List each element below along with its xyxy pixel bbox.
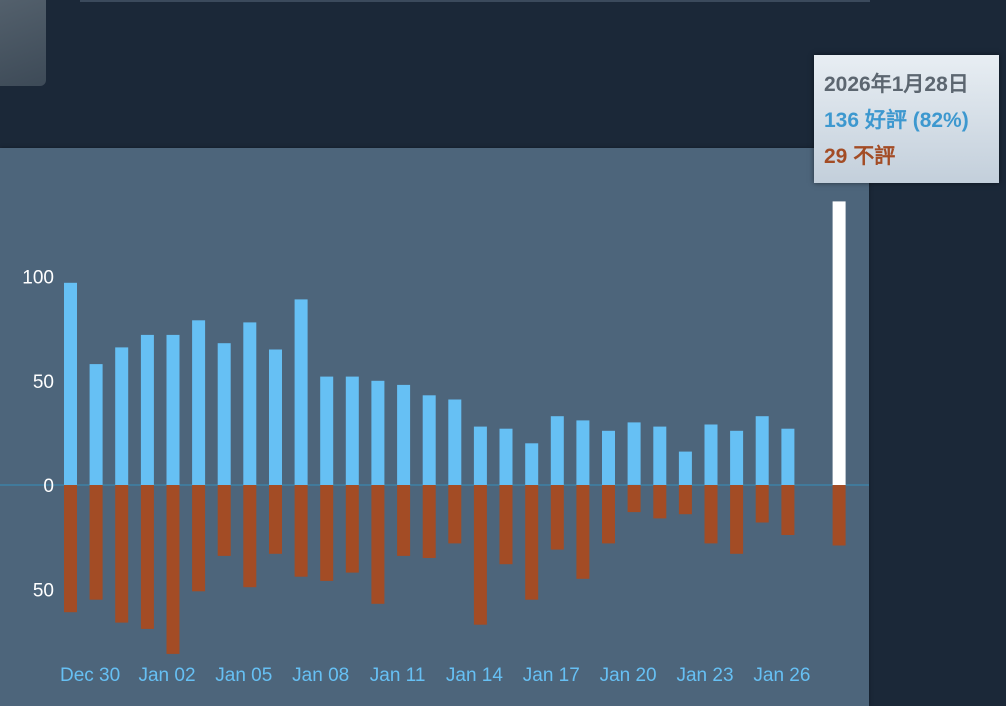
negative-bar[interactable] bbox=[64, 485, 77, 613]
x-tick-label: Jan 17 bbox=[523, 665, 580, 686]
positive-bar[interactable] bbox=[550, 416, 564, 485]
negative-bar[interactable] bbox=[422, 485, 436, 558]
x-tick-label: Jan 11 bbox=[370, 665, 426, 686]
negative-bar[interactable] bbox=[397, 485, 411, 556]
bar-tooltip: 2026年1月28日 136 好評 (82%) 29 不評 bbox=[814, 55, 999, 183]
x-tick-label: Jan 23 bbox=[676, 665, 733, 686]
negative-bar[interactable] bbox=[832, 485, 846, 546]
tooltip-positive: 136 好評 (82%) bbox=[824, 109, 969, 132]
positive-bar[interactable] bbox=[371, 380, 385, 486]
x-tick-label: Jan 05 bbox=[215, 665, 272, 686]
negative-bar[interactable] bbox=[166, 485, 180, 654]
positive-bar[interactable] bbox=[499, 428, 513, 485]
negative-bar[interactable] bbox=[448, 485, 462, 544]
negative-bar[interactable] bbox=[345, 485, 359, 573]
negative-bar[interactable] bbox=[320, 485, 334, 581]
negative-bar[interactable] bbox=[704, 485, 718, 544]
positive-bar[interactable] bbox=[704, 424, 718, 486]
x-tick-label: Jan 20 bbox=[600, 665, 657, 686]
negative-bar[interactable] bbox=[678, 485, 692, 515]
y-tick-label: 50 bbox=[33, 372, 54, 393]
positive-bar[interactable] bbox=[89, 364, 103, 485]
positive-bar[interactable] bbox=[140, 334, 154, 485]
positive-bar[interactable] bbox=[755, 416, 769, 485]
positive-bar[interactable] bbox=[166, 334, 180, 485]
x-tick-label: Jan 02 bbox=[138, 665, 195, 686]
y-tick-label: 50 bbox=[33, 580, 54, 601]
positive-bar[interactable] bbox=[653, 426, 667, 485]
positive-bar[interactable] bbox=[832, 201, 846, 485]
negative-bar[interactable] bbox=[243, 485, 257, 588]
positive-bar[interactable] bbox=[294, 299, 308, 485]
negative-bar[interactable] bbox=[89, 485, 103, 600]
positive-bar[interactable] bbox=[576, 420, 590, 485]
positive-bar[interactable] bbox=[397, 384, 411, 485]
positive-bar[interactable] bbox=[345, 376, 359, 485]
positive-bar[interactable] bbox=[64, 282, 77, 485]
x-tick-label: Dec 30 bbox=[60, 665, 120, 686]
negative-bar[interactable] bbox=[473, 485, 487, 625]
positive-bar[interactable] bbox=[422, 395, 436, 485]
positive-bar[interactable] bbox=[678, 451, 692, 485]
negative-bar[interactable] bbox=[371, 485, 385, 604]
bar-group bbox=[64, 201, 846, 654]
negative-bar[interactable] bbox=[140, 485, 154, 629]
x-axis-ticks: Dec 30 Jan 02 Jan 05 Jan 08 Jan 11 Jan 14 Jan … bbox=[60, 665, 810, 686]
negative-bar[interactable] bbox=[730, 485, 744, 554]
tooltip-negative: 29 不評 bbox=[824, 145, 896, 168]
positive-bar[interactable] bbox=[115, 347, 129, 485]
negative-bar[interactable] bbox=[115, 485, 129, 623]
y-tick-label: 0 bbox=[43, 476, 54, 497]
positive-bar[interactable] bbox=[627, 422, 641, 485]
negative-bar[interactable] bbox=[576, 485, 590, 579]
negative-bar[interactable] bbox=[627, 485, 641, 513]
x-tick-label: Jan 26 bbox=[753, 665, 810, 686]
positive-bar[interactable] bbox=[269, 349, 282, 486]
y-axis-ticks: 100 50 0 50 bbox=[22, 268, 54, 602]
positive-bar[interactable] bbox=[448, 399, 462, 486]
negative-bar[interactable] bbox=[294, 485, 308, 577]
negative-bar[interactable] bbox=[550, 485, 564, 550]
negative-bar[interactable] bbox=[499, 485, 513, 565]
negative-bar[interactable] bbox=[602, 485, 615, 544]
positive-bar[interactable] bbox=[217, 343, 231, 485]
negative-bar[interactable] bbox=[525, 485, 539, 600]
negative-bar[interactable] bbox=[217, 485, 231, 556]
positive-bar[interactable] bbox=[243, 322, 257, 485]
top-divider bbox=[80, 0, 870, 2]
positive-bar[interactable] bbox=[320, 376, 334, 485]
negative-bar[interactable] bbox=[653, 485, 667, 519]
negative-bar[interactable] bbox=[192, 485, 206, 592]
positive-bar[interactable] bbox=[781, 428, 795, 485]
y-tick-label: 100 bbox=[22, 268, 54, 289]
positive-bar[interactable] bbox=[525, 443, 539, 485]
negative-bar[interactable] bbox=[269, 485, 282, 554]
x-tick-label: Jan 08 bbox=[292, 665, 349, 686]
negative-bar[interactable] bbox=[755, 485, 769, 523]
positive-bar[interactable] bbox=[473, 426, 487, 485]
tooltip-date: 2026年1月28日 bbox=[824, 73, 969, 96]
positive-bar[interactable] bbox=[602, 430, 615, 485]
positive-bar[interactable] bbox=[192, 320, 206, 485]
x-tick-label: Jan 14 bbox=[446, 665, 503, 686]
corner-card bbox=[0, 0, 46, 86]
negative-bar[interactable] bbox=[781, 485, 795, 535]
positive-bar[interactable] bbox=[730, 430, 744, 485]
